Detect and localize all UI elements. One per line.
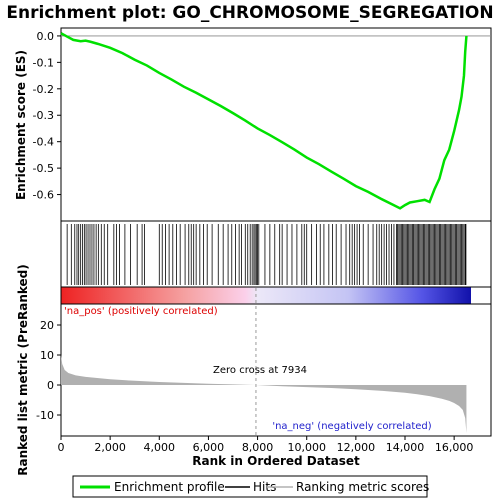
- metric-y-tick-label-2: 0: [47, 379, 54, 392]
- enrichment-profile-line: [60, 32, 468, 210]
- metric-y-tick-label-0: 20: [40, 319, 54, 332]
- rank-color-bar: [61, 287, 471, 304]
- x-tick-label-1: 2,000: [94, 441, 126, 454]
- legend-label-enrichment-profile: Enrichment profile: [114, 480, 225, 494]
- es-y-tick-label-3: -0.3: [33, 109, 54, 122]
- x-tick-label-3: 6,000: [193, 441, 225, 454]
- legend-label-ranking-metric: Ranking metric scores: [296, 480, 429, 494]
- x-tick-label-6: 12,000: [337, 441, 376, 454]
- es-y-ticks: 0.0 -0.1 -0.2 -0.3 -0.4 -0.5 -0.6: [33, 30, 61, 202]
- es-y-tick-label-1: -0.1: [33, 56, 54, 69]
- es-y-tick-label-5: -0.5: [33, 162, 54, 175]
- es-y-tick-label-0: 0.0: [37, 30, 55, 43]
- metric-y-tick-label-3: -10: [36, 409, 54, 422]
- es-y-axis-label: Enrichment score (ES): [14, 50, 28, 200]
- x-tick-label-7: 14,000: [386, 441, 425, 454]
- x-tick-label-8: 16,000: [435, 441, 474, 454]
- metric-y-ticks: 20 10 0 -10: [36, 319, 61, 422]
- metric-panel: [60, 303, 492, 437]
- x-tick-label-0: 0: [58, 441, 65, 454]
- x-tick-label-5: 10,000: [287, 441, 326, 454]
- metric-y-tick-label-1: 10: [40, 349, 54, 362]
- metric-y-axis-label: Ranked list metric (PreRanked): [16, 264, 30, 476]
- hits-panel: [60, 220, 492, 288]
- zero-cross-label: Zero cross at 7934: [213, 365, 307, 376]
- es-y-tick-label-4: -0.4: [33, 136, 54, 149]
- legend-label-hits: Hits: [253, 480, 276, 494]
- neg-correlated-label: 'na_neg' (negatively correlated): [272, 421, 431, 432]
- hit-marks: [66, 224, 467, 285]
- pos-correlated-label: 'na_pos' (positively correlated): [64, 306, 218, 317]
- es-panel: [60, 27, 492, 222]
- x-tick-label-2: 4,000: [144, 441, 176, 454]
- x-axis-ticks: 0 2,000 4,000 6,000 8,000 10,000 12,000 14,000 1…: [58, 436, 474, 454]
- es-y-tick-label-2: -0.2: [33, 83, 54, 96]
- x-axis-label: Rank in Ordered Dataset: [192, 454, 360, 468]
- chart-title: Enrichment plot: GO_CHROMOSOME_SEGREGATI…: [6, 3, 493, 23]
- x-tick-label-4: 8,000: [242, 441, 274, 454]
- es-y-tick-label-6: -0.6: [33, 189, 54, 202]
